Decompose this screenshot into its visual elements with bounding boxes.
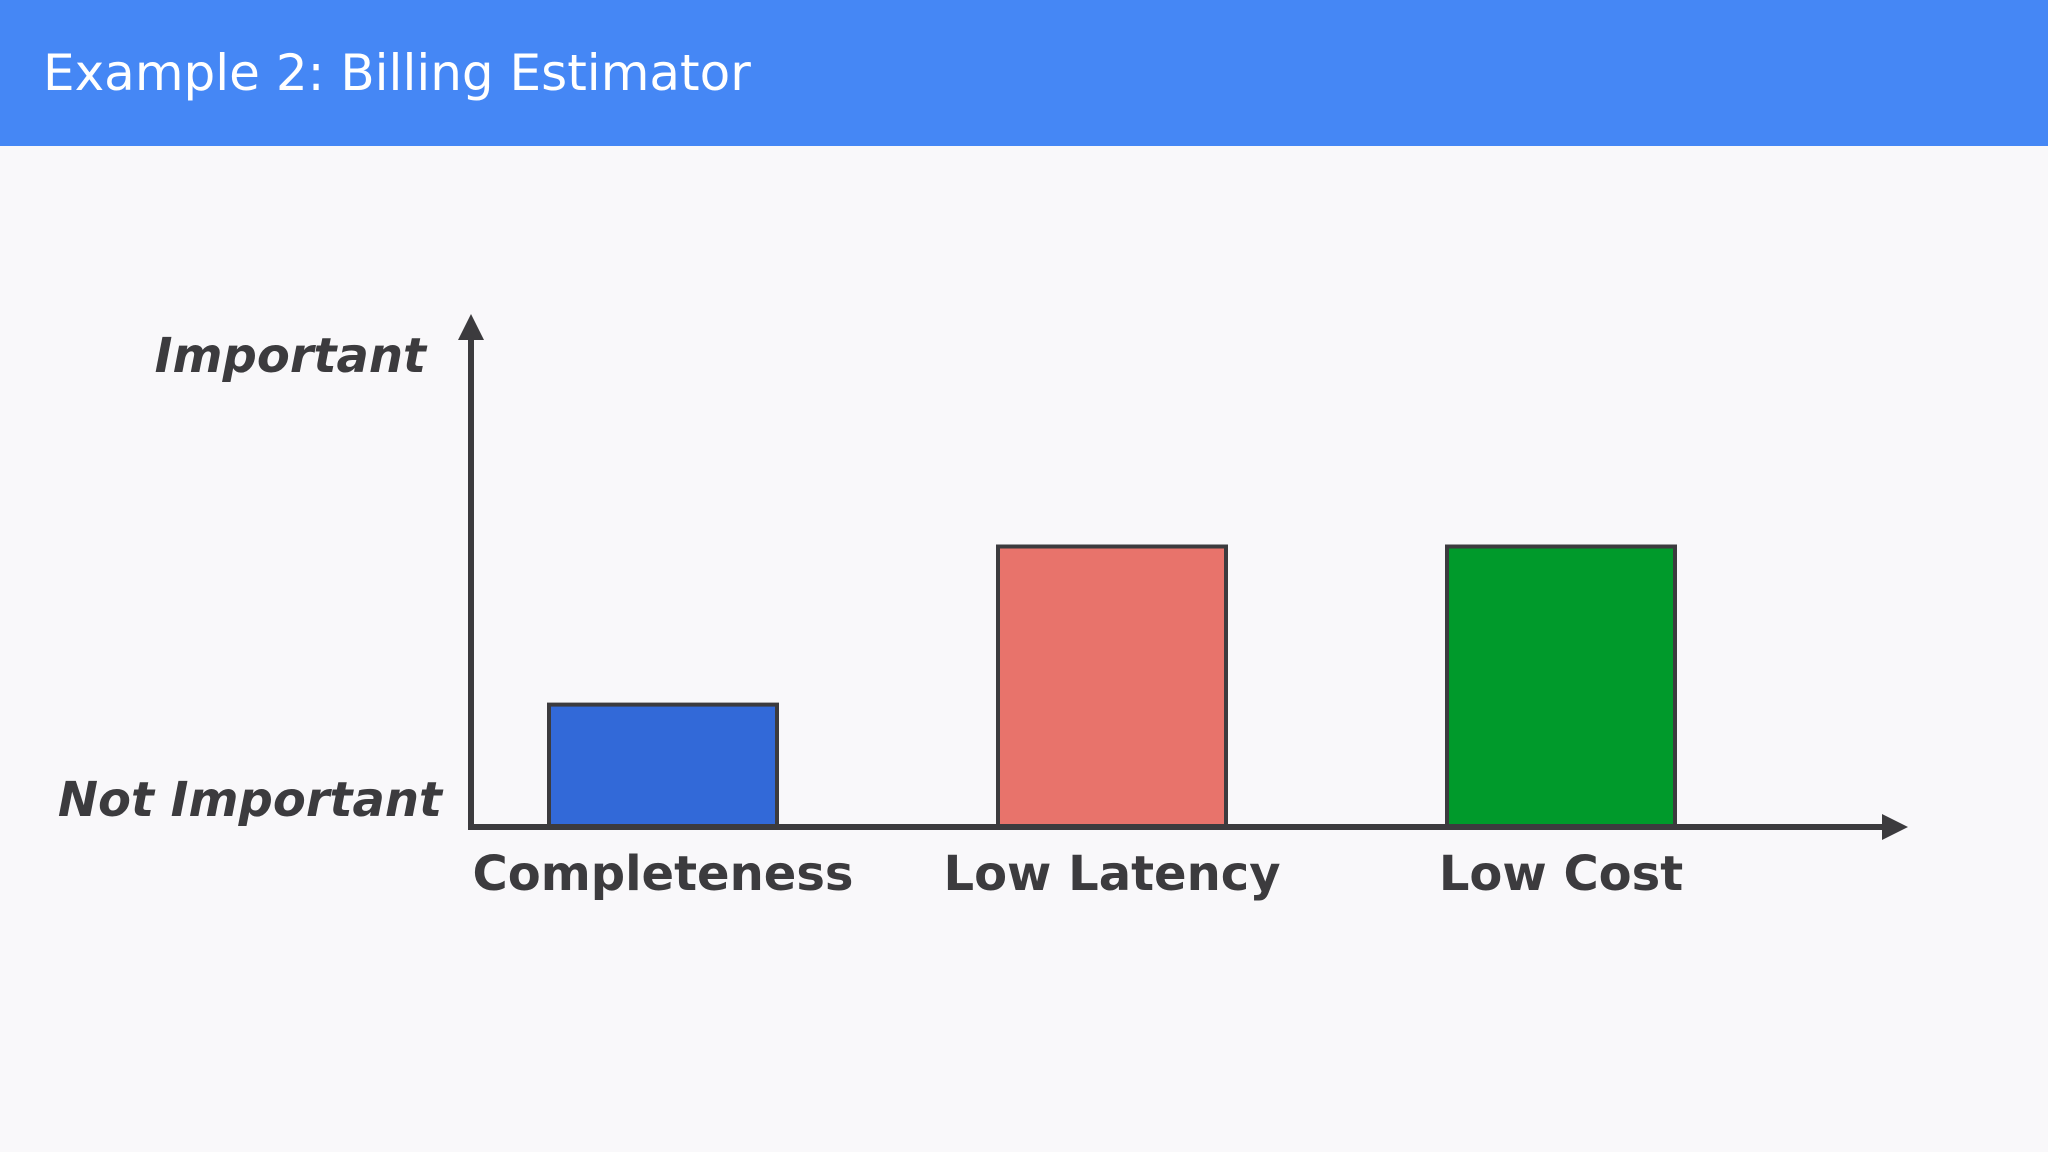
slide-title: Example 2: Billing Estimator xyxy=(43,44,751,102)
y-tick-label-low: Not Important xyxy=(58,772,444,828)
bars-layer xyxy=(547,544,1677,829)
y-tick-label-high: Important xyxy=(155,328,428,384)
x-axis-arrowhead xyxy=(1882,814,1908,840)
bar-completeness xyxy=(547,702,779,829)
y-axis-arrowhead xyxy=(458,314,484,340)
bar-low-latency xyxy=(996,544,1228,829)
category-label-low-latency: Low Latency xyxy=(943,846,1280,902)
category-label-low-cost: Low Cost xyxy=(1439,846,1683,902)
category-label-completeness: Completeness xyxy=(473,846,854,902)
category-labels: Completeness Low Latency Low Cost xyxy=(473,846,1684,902)
bar-low-cost xyxy=(1445,544,1677,829)
slide-header: Example 2: Billing Estimator xyxy=(0,0,2048,146)
